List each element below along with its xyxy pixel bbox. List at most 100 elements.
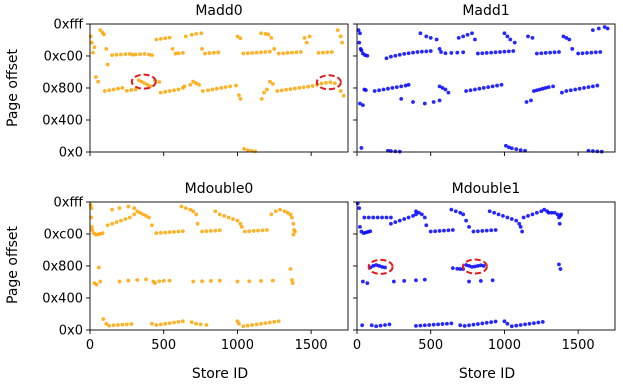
data-point <box>194 81 199 86</box>
data-point <box>358 101 362 106</box>
data-point <box>551 84 555 89</box>
data-point <box>154 37 159 42</box>
data-point <box>568 88 573 93</box>
data-point <box>105 223 110 228</box>
data-point <box>238 221 243 226</box>
data-point <box>145 82 150 87</box>
data-point <box>100 231 105 236</box>
data-point <box>138 210 143 215</box>
data-point <box>285 51 290 55</box>
data-point <box>377 88 382 93</box>
data-point <box>436 322 440 327</box>
data-point <box>203 51 207 56</box>
data-point <box>411 50 415 55</box>
data-point <box>446 90 451 95</box>
data-point <box>288 87 293 92</box>
data-point <box>484 228 489 233</box>
data-point <box>602 25 607 29</box>
data-point <box>384 56 389 61</box>
data-point <box>290 50 294 55</box>
data-point <box>524 100 529 104</box>
data-point <box>493 50 498 55</box>
data-point <box>605 26 610 31</box>
data-point <box>176 87 181 92</box>
data-point <box>481 264 486 268</box>
data-point <box>117 206 122 210</box>
data-point <box>595 149 600 154</box>
data-point <box>180 51 185 55</box>
data-point <box>561 34 566 39</box>
data-point <box>126 278 131 283</box>
data-point <box>414 209 418 214</box>
data-point <box>487 209 492 214</box>
data-point <box>539 51 544 56</box>
data-point <box>266 32 271 37</box>
data-point <box>557 50 561 54</box>
data-point <box>116 323 120 327</box>
data-point <box>386 86 390 91</box>
data-point <box>157 80 162 84</box>
chart-panel-3: Mdouble1 0 500 1000 1500 <box>353 181 616 353</box>
data-point <box>548 50 553 55</box>
data-point <box>471 229 476 234</box>
data-point <box>188 82 193 87</box>
data-point <box>270 81 275 86</box>
data-point <box>290 278 294 282</box>
data-point <box>120 322 125 327</box>
data-point <box>357 206 362 210</box>
data-point <box>298 50 303 54</box>
data-point <box>259 96 264 101</box>
data-point <box>281 51 286 56</box>
data-point <box>424 34 429 39</box>
data-point <box>123 52 128 57</box>
data-point <box>467 264 471 268</box>
data-point <box>104 321 109 326</box>
data-point <box>158 230 163 235</box>
data-point <box>439 50 443 54</box>
data-point <box>340 40 345 45</box>
data-point <box>116 86 120 91</box>
data-point <box>176 229 181 234</box>
data-point <box>509 324 514 329</box>
data-point <box>411 214 415 218</box>
data-point <box>505 34 510 39</box>
data-point <box>593 50 598 55</box>
data-point <box>595 83 600 88</box>
data-point <box>88 34 93 39</box>
data-point <box>360 323 365 328</box>
data-point <box>389 54 393 59</box>
data-point <box>127 215 132 220</box>
data-point <box>167 89 172 93</box>
data-point <box>546 85 551 90</box>
data-point <box>199 31 204 36</box>
data-point <box>397 218 402 223</box>
data-point <box>254 322 259 327</box>
highlight-ellipse <box>461 258 488 275</box>
data-point <box>465 32 470 37</box>
data-point <box>89 224 94 229</box>
data-point <box>477 86 482 91</box>
data-point <box>419 49 424 54</box>
data-point <box>449 51 454 55</box>
data-point <box>504 143 508 148</box>
data-point <box>158 322 163 327</box>
data-point <box>111 87 116 92</box>
data-point <box>157 279 162 284</box>
data-point <box>304 40 309 45</box>
x-tick-label: 1500 <box>295 338 328 353</box>
data-point <box>216 50 221 55</box>
y-tick-label: 0x800 <box>42 81 83 96</box>
data-point <box>537 87 542 92</box>
data-point <box>526 214 530 218</box>
data-point <box>559 212 564 217</box>
data-point <box>475 51 480 56</box>
data-point <box>486 85 491 90</box>
data-point <box>217 278 222 283</box>
data-point <box>552 50 557 55</box>
data-point <box>428 49 433 53</box>
data-point <box>133 87 138 92</box>
data-point <box>464 218 468 223</box>
highlight-ellipse <box>367 258 394 275</box>
data-point <box>418 323 423 328</box>
data-point <box>138 52 143 57</box>
